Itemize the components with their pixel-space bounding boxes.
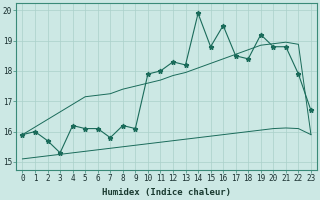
X-axis label: Humidex (Indice chaleur): Humidex (Indice chaleur): [102, 188, 231, 197]
